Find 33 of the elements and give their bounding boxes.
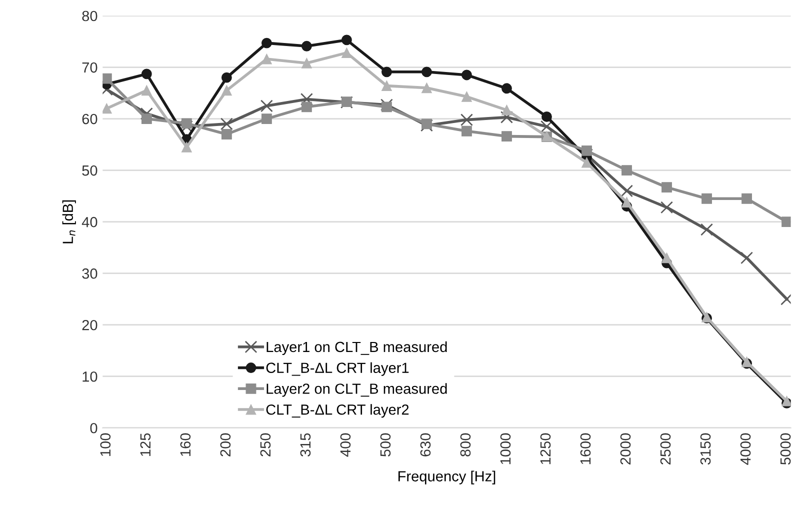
y-tick-label: 80 [82,10,98,22]
x-tick-label: 160 [180,433,191,456]
x-tick-label: 630 [420,433,431,456]
y-axis-title: L$_{n}$ [dB] [62,200,76,244]
x-tick-label: 315 [300,433,311,457]
y-tick-label: 10 [82,371,98,382]
y-tick-label: 70 [82,62,98,73]
y-tick-label: 50 [82,165,98,176]
y-tick-label: 20 [82,320,98,330]
y-tick-label: 40 [82,216,98,228]
x-axis-title: Frequency [Hz] [398,470,496,484]
x-tick-label: 125 [140,433,151,456]
y-tick-label: 60 [82,114,98,124]
x-tick-label: 200 [220,433,231,456]
y-tick-label: 30 [82,268,98,279]
legend-label: CLT_B-ΔL CRT layer1 [266,362,409,376]
x-tick-label: 1000 [500,433,511,464]
x-tick-label: 2000 [620,433,631,464]
x-tick-label: 800 [460,433,471,456]
x-tick-label: 5000 [780,433,791,465]
x-tick-label: 3150 [700,433,711,465]
y-tick-label: 0 [90,422,98,434]
x-tick-label: 400 [340,433,351,457]
legend-label: Layer1 on CLT_B measured [266,341,447,356]
legend-label: CLT_B-ΔL CRT layer2 [266,404,409,418]
x-tick-label: 1600 [580,433,591,464]
x-tick-label: 100 [100,433,111,456]
x-tick-label: 2500 [660,433,671,464]
x-tick-label: 1250 [540,433,551,464]
x-tick-label: 250 [260,433,271,456]
legend-label: Layer2 on CLT_B measured [266,383,447,397]
x-tick-label: 500 [380,433,391,456]
x-tick-label: 4000 [740,433,751,465]
